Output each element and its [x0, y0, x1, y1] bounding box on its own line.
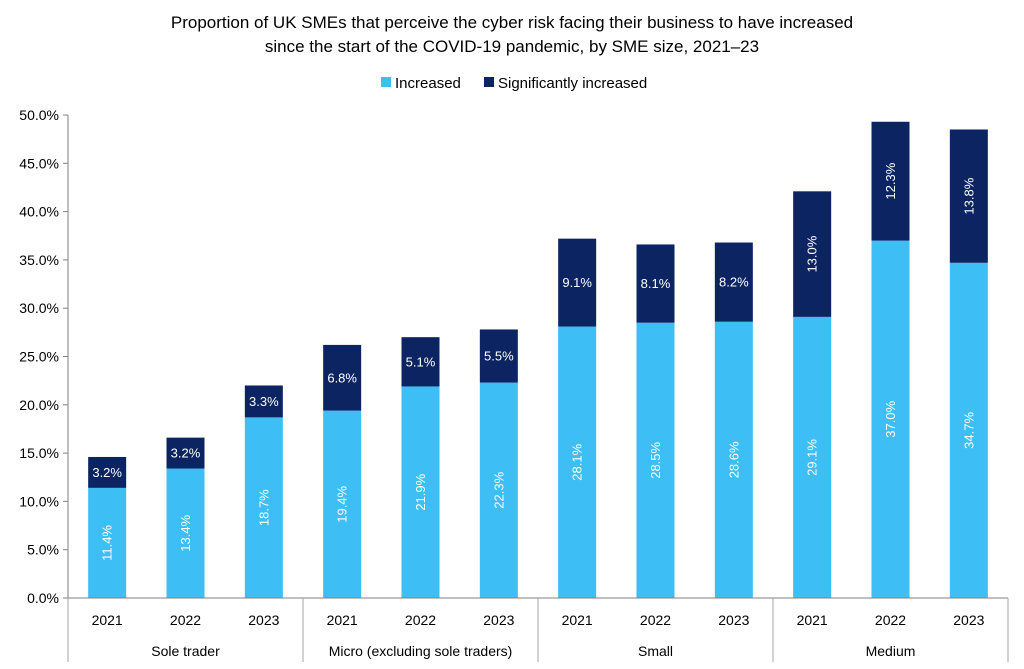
x-group-label: Medium — [866, 643, 916, 659]
bar-increased — [244, 417, 283, 598]
bar-increased — [871, 240, 910, 598]
data-label-increased: 18.7% — [256, 489, 271, 526]
data-label-significantly-increased: 13.0% — [805, 235, 820, 272]
data-label-increased: 21.9% — [413, 473, 428, 510]
data-label-increased: 37.0% — [883, 400, 898, 437]
bar-significantly-increased — [401, 337, 440, 387]
x-category-label: 2022 — [640, 612, 671, 628]
y-tick-label: 15.0% — [19, 445, 59, 461]
chart-title-line-2: since the start of the COVID-19 pandemic… — [265, 37, 759, 56]
bar-significantly-increased — [793, 191, 832, 317]
bar-increased — [793, 316, 832, 598]
y-tick-label: 0.0% — [27, 590, 59, 606]
bar-significantly-increased — [479, 329, 518, 383]
x-category-label: 2023 — [718, 612, 749, 628]
x-group-label: Sole trader — [151, 643, 220, 659]
data-label-significantly-increased: 3.3% — [249, 394, 279, 409]
x-category-label: 2021 — [92, 612, 123, 628]
bar-increased — [558, 326, 597, 598]
data-label-increased: 34.7% — [961, 412, 976, 449]
x-axis: 2021 2022 2023 2021 2022 2023 2021 2022 2023 2021… — [67, 597, 1009, 662]
bar-increased — [636, 322, 675, 598]
x-category-label: 2023 — [248, 612, 279, 628]
legend: Increased Significantly increased — [381, 75, 647, 92]
bar-significantly-increased — [166, 437, 205, 469]
data-label-increased: 29.1% — [805, 439, 820, 476]
x-category-label: 2022 — [875, 612, 906, 628]
y-tick-label: 25.0% — [19, 349, 59, 365]
y-tick-label: 40.0% — [19, 204, 59, 220]
data-label-significantly-increased: 12.3% — [883, 162, 898, 199]
data-label-significantly-increased: 8.1% — [641, 276, 671, 291]
data-label-significantly-increased: 9.1% — [562, 275, 592, 290]
data-label-increased: 28.6% — [726, 441, 741, 478]
data-label-significantly-increased: 3.2% — [171, 446, 201, 461]
data-label-significantly-increased: 13.8% — [961, 177, 976, 214]
data-label-increased: 19.4% — [335, 485, 350, 522]
bar-significantly-increased — [558, 238, 597, 327]
bar-significantly-increased — [88, 456, 127, 488]
x-category-label: 2021 — [327, 612, 358, 628]
legend-label-significantly-increased: Significantly increased — [498, 75, 647, 92]
data-label-significantly-increased: 3.2% — [92, 465, 122, 480]
x-category-label: 2022 — [405, 612, 436, 628]
bar-increased — [323, 410, 362, 598]
data-label-significantly-increased: 8.2% — [719, 275, 749, 290]
y-tick-label: 20.0% — [19, 397, 59, 413]
legend-swatch-increased — [381, 77, 391, 87]
x-group-label: Micro (excluding sole traders) — [329, 643, 513, 659]
y-tick-label: 5.0% — [27, 542, 59, 558]
data-label-increased: 11.4% — [100, 525, 115, 561]
y-tick-label: 10.0% — [19, 493, 59, 509]
bars: 11.4% 3.2% 13.4% 3.2% 18.7% 3.3% 19.4% 6.8% 21.9… — [88, 121, 988, 598]
bar-significantly-increased — [714, 242, 753, 322]
bar-increased — [949, 262, 988, 598]
bar-increased — [166, 468, 205, 598]
bar-increased — [88, 487, 127, 598]
data-label-increased: 13.4% — [178, 514, 193, 551]
x-category-label: 2021 — [797, 612, 828, 628]
bar-significantly-increased — [323, 344, 362, 411]
x-category-label: 2022 — [170, 612, 201, 628]
y-tick-label: 35.0% — [19, 252, 59, 268]
y-tick-label: 30.0% — [19, 300, 59, 316]
x-category-label: 2023 — [483, 612, 514, 628]
legend-label-increased: Increased — [395, 75, 461, 92]
x-category-label: 2021 — [562, 612, 593, 628]
data-label-significantly-increased: 5.1% — [406, 354, 436, 369]
y-axis: 0.0% 5.0% 10.0% 15.0% 20.0% 25.0% 30.0% 35.0% 40… — [19, 107, 69, 606]
data-label-increased: 22.3% — [491, 471, 506, 508]
bar-increased — [479, 382, 518, 598]
y-tick-label: 50.0% — [19, 107, 59, 123]
legend-swatch-significantly-increased — [484, 77, 494, 87]
data-label-increased: 28.5% — [648, 441, 663, 478]
data-label-significantly-increased: 5.5% — [484, 349, 514, 364]
bar-significantly-increased — [636, 244, 675, 323]
bar-significantly-increased — [871, 121, 910, 241]
data-label-increased: 28.1% — [570, 443, 585, 480]
bar-significantly-increased — [244, 385, 283, 418]
bar-significantly-increased — [949, 129, 988, 263]
bar-increased — [714, 321, 753, 598]
x-category-label: 2023 — [953, 612, 984, 628]
y-tick-label: 45.0% — [19, 155, 59, 171]
x-group-label: Small — [638, 643, 673, 659]
bar-increased — [401, 386, 440, 598]
data-label-significantly-increased: 6.8% — [327, 370, 357, 385]
chart-title-line-1: Proportion of UK SMEs that perceive the … — [171, 13, 853, 32]
